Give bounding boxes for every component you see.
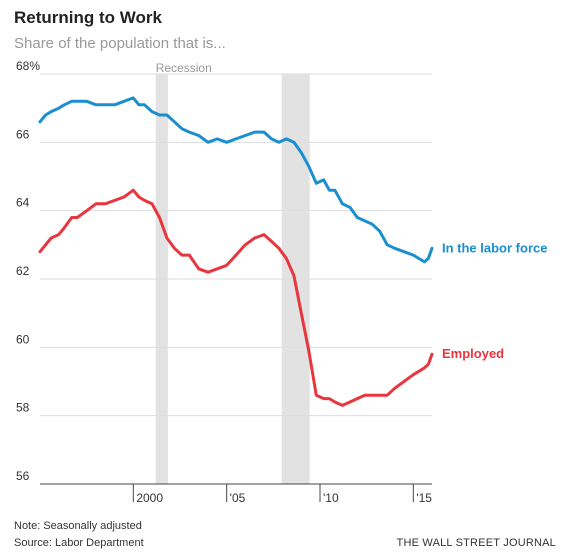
y-tick-label: 60 bbox=[16, 332, 30, 346]
publisher-credit: THE WALL STREET JOURNAL bbox=[396, 537, 556, 549]
recession-label: Recession bbox=[156, 61, 212, 75]
x-tick-label: '10 bbox=[323, 491, 339, 505]
chart-subtitle: Share of the population that is... bbox=[14, 35, 226, 52]
y-tick-label: 64 bbox=[16, 196, 30, 210]
series-line bbox=[38, 96, 434, 264]
source-text: Source: Labor Department bbox=[14, 537, 144, 549]
line-chart: Recession 68% 66 64 62 60 58 56 2000 '05 '10 '15 In … bbox=[16, 59, 547, 505]
y-tick-label: 58 bbox=[16, 401, 30, 415]
note-text: Note: Seasonally adjusted bbox=[14, 520, 142, 532]
series-line bbox=[38, 188, 434, 407]
x-tick-label: '05 bbox=[230, 491, 246, 505]
chart-title: Returning to Work bbox=[14, 8, 162, 27]
x-tick-label: '15 bbox=[416, 491, 432, 505]
y-tick-label: 56 bbox=[16, 469, 30, 483]
y-tick-label: 66 bbox=[16, 127, 30, 141]
x-tick-label: 2000 bbox=[136, 491, 163, 505]
y-tick-label: 62 bbox=[16, 264, 30, 278]
series-label: Employed bbox=[442, 346, 504, 361]
y-tick-label: 68% bbox=[16, 59, 40, 73]
series-label: In the labor force bbox=[442, 240, 547, 255]
